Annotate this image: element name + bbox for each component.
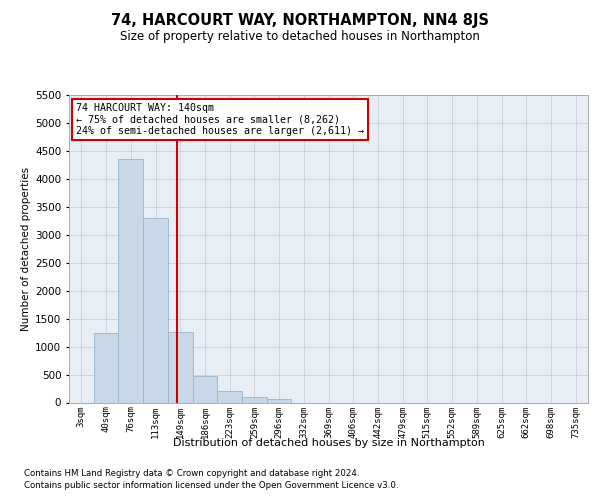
- Bar: [217, 392, 242, 402]
- Bar: [168, 332, 193, 402]
- Text: Contains public sector information licensed under the Open Government Licence v3: Contains public sector information licen…: [24, 481, 398, 490]
- Bar: [94, 332, 118, 402]
- Text: Size of property relative to detached houses in Northampton: Size of property relative to detached ho…: [120, 30, 480, 43]
- Text: Contains HM Land Registry data © Crown copyright and database right 2024.: Contains HM Land Registry data © Crown c…: [24, 468, 359, 477]
- Bar: [143, 218, 168, 402]
- Y-axis label: Number of detached properties: Number of detached properties: [21, 166, 31, 331]
- Text: 74, HARCOURT WAY, NORTHAMPTON, NN4 8JS: 74, HARCOURT WAY, NORTHAMPTON, NN4 8JS: [111, 12, 489, 28]
- Text: 74 HARCOURT WAY: 140sqm
← 75% of detached houses are smaller (8,262)
24% of semi: 74 HARCOURT WAY: 140sqm ← 75% of detache…: [76, 102, 364, 136]
- Bar: [242, 397, 267, 402]
- Bar: [118, 160, 143, 402]
- Text: Distribution of detached houses by size in Northampton: Distribution of detached houses by size …: [173, 438, 485, 448]
- Bar: [193, 376, 217, 402]
- Bar: [267, 399, 292, 402]
